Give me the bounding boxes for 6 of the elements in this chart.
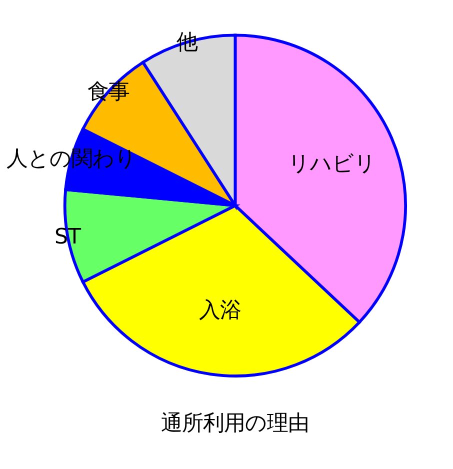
- slice-label: 人との関わり: [6, 146, 136, 172]
- slice-label: ST: [54, 224, 82, 250]
- slice-label: 入浴: [199, 298, 241, 323]
- slice-label: 食事: [87, 79, 130, 104]
- slice-label: リハビリ: [288, 151, 376, 176]
- text: 通所利用の理由: [161, 411, 310, 436]
